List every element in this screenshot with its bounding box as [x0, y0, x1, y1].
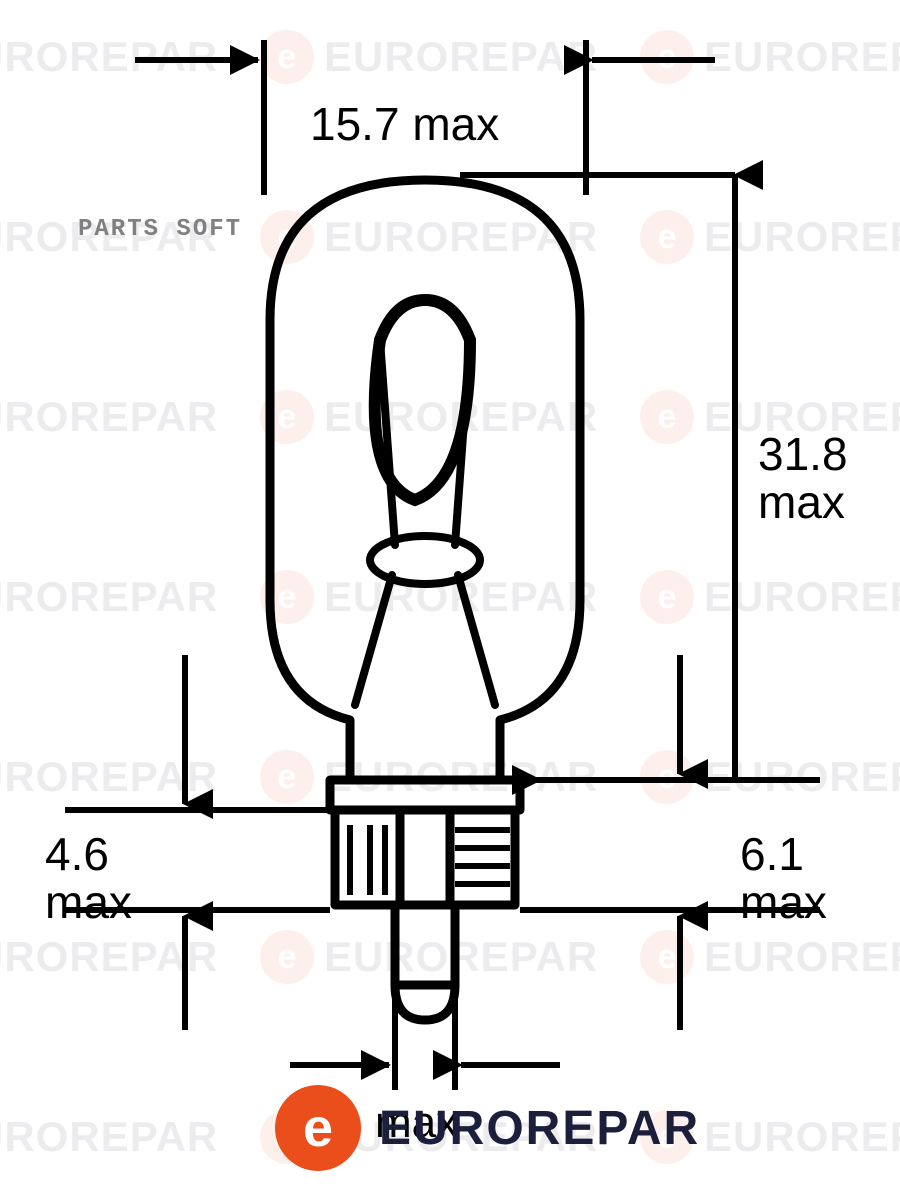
dim-height-right — [460, 175, 735, 780]
label-base-right: 6.1 max — [740, 830, 827, 927]
label-width-top: 15.7 max — [310, 100, 499, 148]
bulb-outline — [270, 180, 580, 780]
brand-name: EUROREPAR — [379, 1101, 700, 1156]
bulb-filament — [355, 300, 495, 705]
label-height-right: 31.8 max — [758, 430, 848, 527]
label-height-right-unit: max — [758, 476, 845, 528]
label-base-right-unit: max — [740, 876, 827, 928]
label-base-left: 4.6 max — [45, 830, 132, 927]
dim-tip-bottom — [290, 985, 560, 1090]
stage: eEUROREPAR eEUROREPAR eEUROREPAR eEURORE… — [0, 0, 900, 1200]
brand-logo: e EUROREPAR — [275, 1085, 700, 1171]
label-height-right-value: 31.8 — [758, 428, 848, 480]
bulb-diagram — [0, 0, 900, 1200]
bulb-base — [330, 780, 520, 1020]
label-base-left-value: 4.6 — [45, 828, 109, 880]
label-base-left-unit: max — [45, 876, 132, 928]
brand-badge-icon: e — [275, 1085, 361, 1171]
label-base-right-value: 6.1 — [740, 828, 804, 880]
label-width-top-unit: max — [412, 98, 499, 150]
label-width-top-value: 15.7 — [310, 98, 400, 150]
